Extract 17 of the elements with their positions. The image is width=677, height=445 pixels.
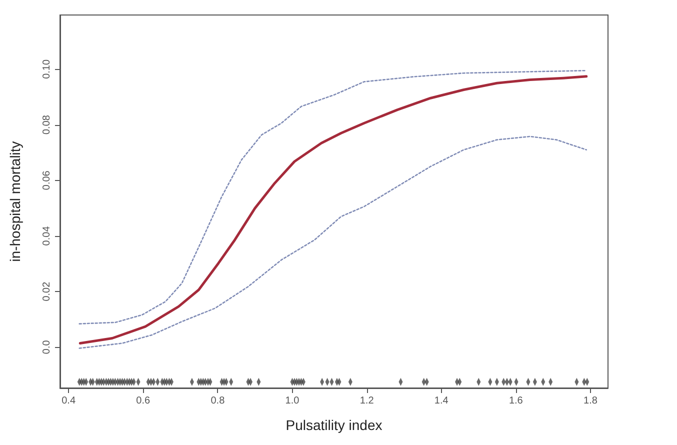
y-tick-label: 0.0: [42, 340, 52, 354]
y-axis-title: in-hospital mortality: [7, 141, 23, 262]
x-tick-label: 1.6: [508, 396, 524, 406]
x-axis-title: Pulsatility index: [286, 417, 382, 433]
y-tick-label: 0.10: [42, 59, 52, 79]
x-tick-label: 1.2: [360, 396, 374, 406]
x-tick-label: 1.4: [434, 396, 449, 406]
x-tick-label: 1.0: [285, 396, 300, 406]
x-tick-label: 1.8: [584, 396, 598, 406]
y-tick-label: 0.02: [42, 281, 52, 302]
x-tick-label: 0.8: [210, 396, 226, 406]
y-tick-label: 0.08: [42, 114, 52, 135]
line-series: [78, 136, 588, 349]
y-tick-label: 0.06: [42, 170, 52, 190]
x-tick-label: 0.4: [62, 396, 76, 406]
y-tick-label: 0.04: [42, 226, 52, 246]
x-tick-label: 0.6: [136, 396, 151, 406]
